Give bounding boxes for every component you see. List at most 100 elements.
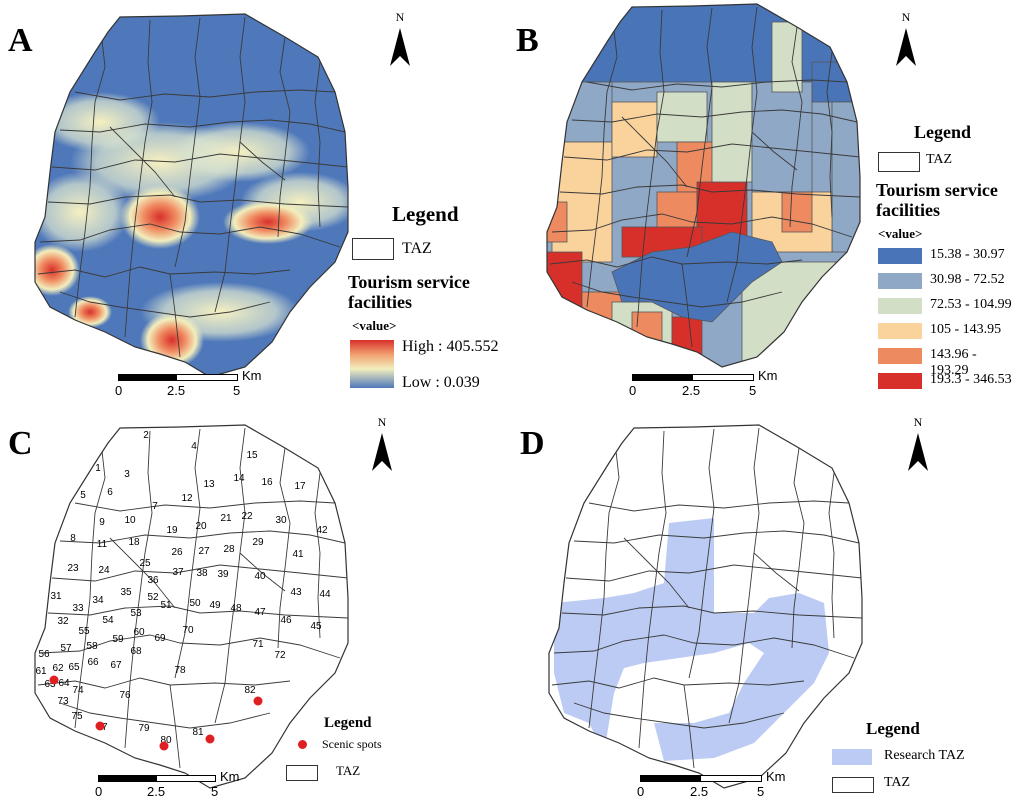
scale-bar: 0 2.5 5 Km: [95, 769, 248, 803]
zone-id-label: 69: [154, 633, 166, 644]
panel-label: C: [8, 425, 33, 462]
taz-zone: [711, 81, 753, 183]
zone-id-label: 14: [233, 473, 245, 484]
zone-id-label: 9: [99, 517, 105, 528]
zone-id-label: 34: [92, 595, 104, 606]
taz-zone: [781, 191, 813, 233]
zone-id-label: 63: [44, 679, 56, 690]
scale-bar-white: [156, 775, 216, 782]
north-arrow-icon: [390, 28, 410, 66]
zone-id-label: 55: [78, 626, 90, 637]
research-taz-map: [548, 424, 863, 789]
zone-id-label: 30: [275, 515, 287, 526]
taz-swatch: [286, 765, 318, 781]
scale-bar-black: [640, 775, 702, 782]
class-swatch: [878, 323, 922, 339]
zone-id-label: 47: [254, 607, 266, 618]
zone-id-label: 56: [38, 649, 50, 660]
scale-tick-1: 2.5: [690, 784, 709, 799]
value-label: <value>: [352, 318, 397, 333]
zone-id-label: 61: [35, 666, 47, 677]
legend-title: Legend: [914, 122, 972, 142]
high-label: High : 405.552: [402, 338, 499, 355]
scale-unit: Km: [242, 368, 262, 383]
north-label: N: [395, 10, 405, 24]
taz-swatch: [878, 152, 920, 172]
class-swatch: [878, 348, 922, 364]
scale-unit: Km: [758, 368, 778, 383]
panel-a-heatmap: A: [0, 0, 506, 403]
scale-bar-white: [176, 374, 238, 381]
zone-id-label: 22: [241, 511, 253, 522]
zone-id-label: 71: [252, 639, 264, 650]
class-label: 30.98 - 72.52: [930, 272, 1005, 287]
taz-label: TAZ: [926, 152, 953, 167]
scale-bar-white: [700, 775, 762, 782]
legend-title: Legend: [324, 715, 372, 731]
class-label: 143.96 - 193.29: [930, 347, 977, 378]
scale-tick-1: 2.5: [167, 383, 186, 398]
zone-id-label: 4: [191, 441, 197, 452]
zone-id-label: 38: [196, 568, 208, 579]
zone-id-label: 10: [124, 515, 136, 526]
zone-id-label: 41: [292, 549, 304, 560]
taz-zone: [547, 201, 568, 243]
scale-bar-black: [632, 374, 694, 381]
scale-bar-white: [692, 374, 754, 381]
scale-bar: 0 2.5 5 Km: [637, 769, 790, 803]
zone-id-label: 26: [171, 547, 183, 558]
north-label: N: [913, 415, 923, 429]
taz-zone: [551, 81, 613, 143]
north-arrow-icon: [896, 28, 916, 66]
zone-id-label: 81: [192, 727, 204, 738]
taz-zone: [656, 191, 698, 233]
scale-tick-0: 0: [629, 383, 637, 398]
zone-id-label: 82: [244, 685, 256, 696]
scale-bar-black: [98, 775, 158, 782]
zone-id-label: 37: [172, 567, 184, 578]
taz-label: TAZ: [402, 240, 432, 257]
scale-tick-0: 0: [115, 383, 123, 398]
zone-id-label: 51: [160, 600, 172, 611]
class-swatch: [878, 248, 922, 264]
zone-id-label: 11: [97, 539, 108, 550]
zone-id-label: 39: [217, 569, 229, 580]
zone-id-label: 80: [160, 735, 172, 746]
zone-id-label: 75: [71, 711, 83, 722]
zone-id-label: 13: [203, 479, 215, 490]
zone-id-label: 76: [119, 690, 131, 701]
zone-id-label: 20: [195, 521, 207, 532]
class-label: 72.53 - 104.99: [930, 297, 1012, 312]
zone-id-label: 18: [128, 537, 140, 548]
scenic-spot-marker: [253, 696, 263, 706]
scale-unit: Km: [220, 769, 240, 784]
zone-id-label: 23: [67, 563, 79, 574]
zone-id-label: 33: [72, 603, 84, 614]
scale-tick-2: 5: [233, 383, 241, 398]
taz-zone: [751, 81, 813, 193]
zone-id-label: 27: [198, 546, 210, 557]
scenic-spot-marker: [159, 741, 169, 751]
scale-tick-2: 5: [757, 784, 765, 799]
zone-id-label: 15: [246, 450, 258, 461]
heatmap-map: [34, 13, 349, 378]
zone-id-label: 70: [182, 625, 194, 636]
north-arrow: N: [380, 10, 420, 70]
zone-id-label: 36: [147, 575, 159, 586]
zone-id-label: 25: [139, 558, 151, 569]
scale-tick-1: 2.5: [147, 784, 166, 799]
zone-id-label: 42: [316, 525, 328, 536]
zone-id-label: 59: [112, 634, 124, 645]
zone-id-label: 28: [223, 544, 235, 555]
zone-id-label: 35: [120, 587, 132, 598]
zone-id-label: 54: [102, 615, 114, 626]
heat-ramp: [350, 340, 394, 388]
zone-id-label: 40: [254, 571, 266, 582]
zone-id-label: 73: [57, 696, 69, 707]
zone-id-label: 65: [68, 662, 80, 673]
zone-id-label: 48: [230, 603, 242, 614]
zone-id-label: 46: [280, 615, 292, 626]
layer-label: Tourism service facilities: [876, 180, 998, 220]
zone-id-label: 31: [50, 591, 62, 602]
zone-id-label: 3: [124, 469, 130, 480]
